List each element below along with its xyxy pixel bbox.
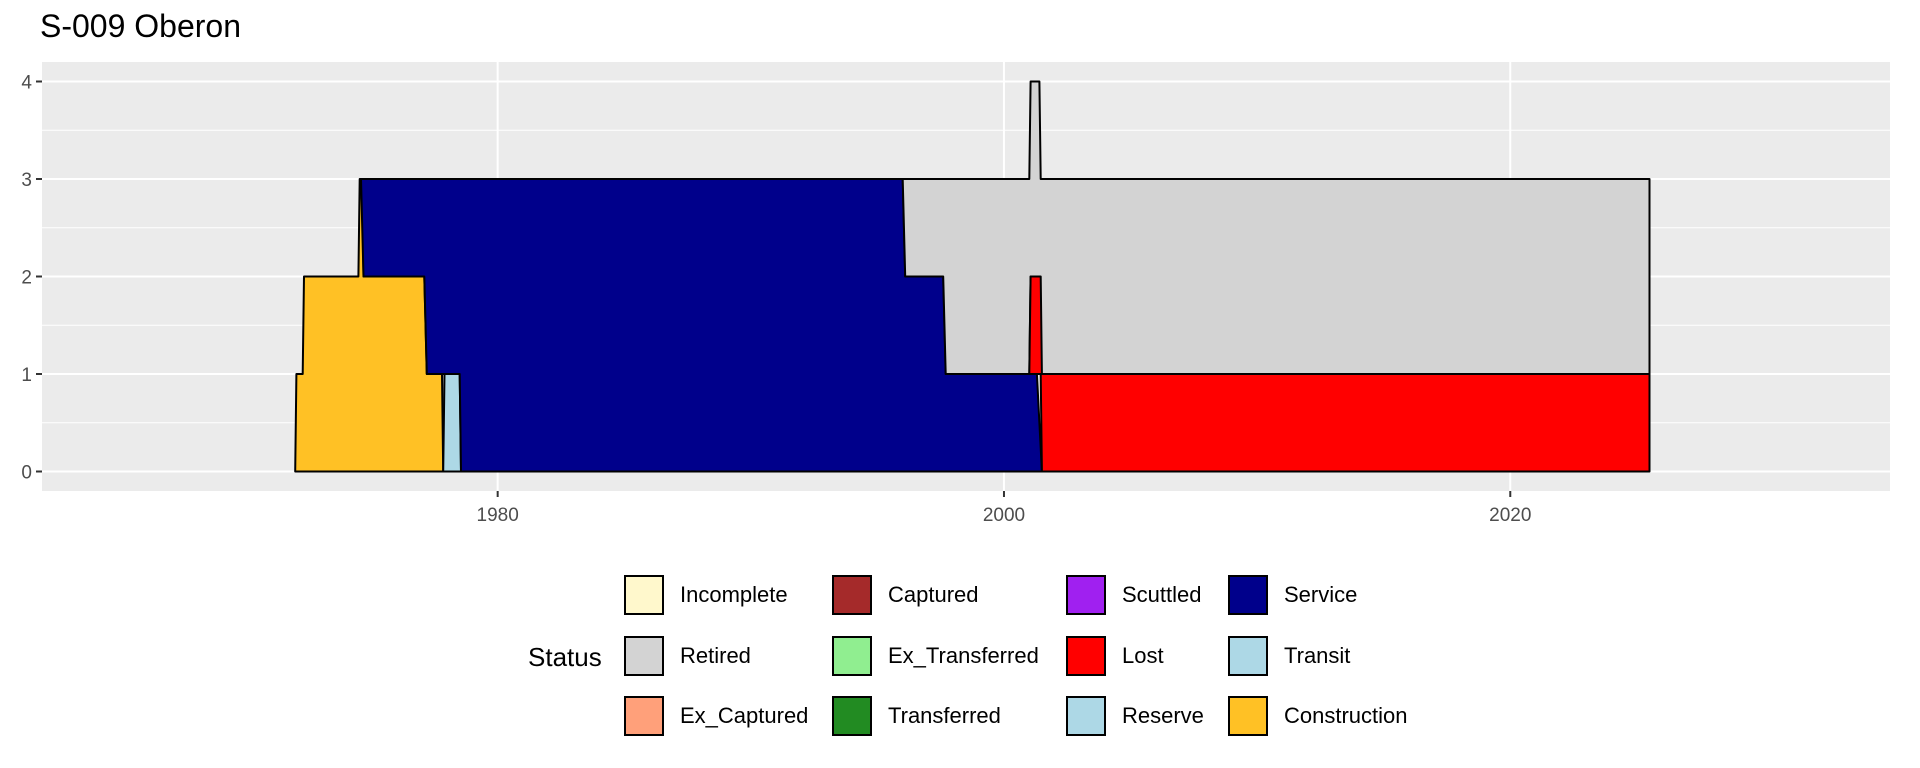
x-tick-label: 2020 [1489,505,1531,526]
y-tick-label: 4 [21,73,32,94]
legend-key-swatch [1228,575,1268,615]
legend-item-ex-captured: Ex_Captured [624,693,808,739]
legend-label: Retired [680,643,751,668]
legend-item-construction: Construction [1228,693,1408,739]
legend-key-swatch [1066,575,1106,615]
legend-item-ex-transferred: Ex_Transferred [832,633,1039,679]
legend-label: Captured [888,582,979,607]
plot-area: 0 1 2 3 4 1980 2000 2020 [21,62,1890,526]
legend-label: Ex_Transferred [888,643,1039,668]
legend-label: Service [1284,582,1358,607]
y-tick-label: 2 [21,268,32,289]
legend-label: Construction [1284,703,1408,728]
legend-key-swatch [624,636,664,676]
legend-key-swatch [832,575,872,615]
legend-item-retired: Retired [624,633,751,679]
legend-label: Lost [1122,643,1164,668]
legend-label: Transferred [888,703,1001,728]
x-tick-label: 2000 [983,505,1025,526]
legend-item-reserve: Reserve [1066,693,1204,739]
legend-label: Scuttled [1122,582,1202,607]
legend-key-swatch [624,575,664,615]
series-lost [1028,275,1651,473]
legend-item-captured: Captured [832,572,979,618]
y-tick-label: 3 [21,170,32,191]
legend-key-swatch [624,696,664,736]
legend-label: Transit [1284,643,1351,668]
legend-label: Ex_Captured [680,703,809,728]
chart-title: S-009 Oberon [40,8,242,44]
legend-item-service: Service [1228,572,1357,618]
x-tick-label: 1980 [477,505,519,526]
legend-item-scuttled: Scuttled [1066,572,1202,618]
legend-item-lost: Lost [1066,633,1164,679]
legend-label: Incomplete [680,582,788,607]
series-retired [901,80,1651,375]
legend-key-swatch [1066,636,1106,676]
legend-key-swatch [832,696,872,736]
legend-key-swatch [1228,696,1268,736]
legend: Status Incomplete Retired Ex_Captured Captu… [528,570,1428,750]
legend-key-swatch [1066,696,1106,736]
series-transit [442,373,462,473]
y-tick-label: 0 [21,463,32,484]
legend-item-transit: Transit [1228,633,1350,679]
legend-label: Reserve [1122,703,1204,728]
legend-item-transferred: Transferred [832,693,1001,739]
y-tick-label: 1 [21,365,32,386]
legend-key-swatch [832,636,872,676]
legend-key-swatch [1228,636,1268,676]
legend-item-incomplete: Incomplete [624,572,788,618]
legend-title: Status [528,642,602,672]
